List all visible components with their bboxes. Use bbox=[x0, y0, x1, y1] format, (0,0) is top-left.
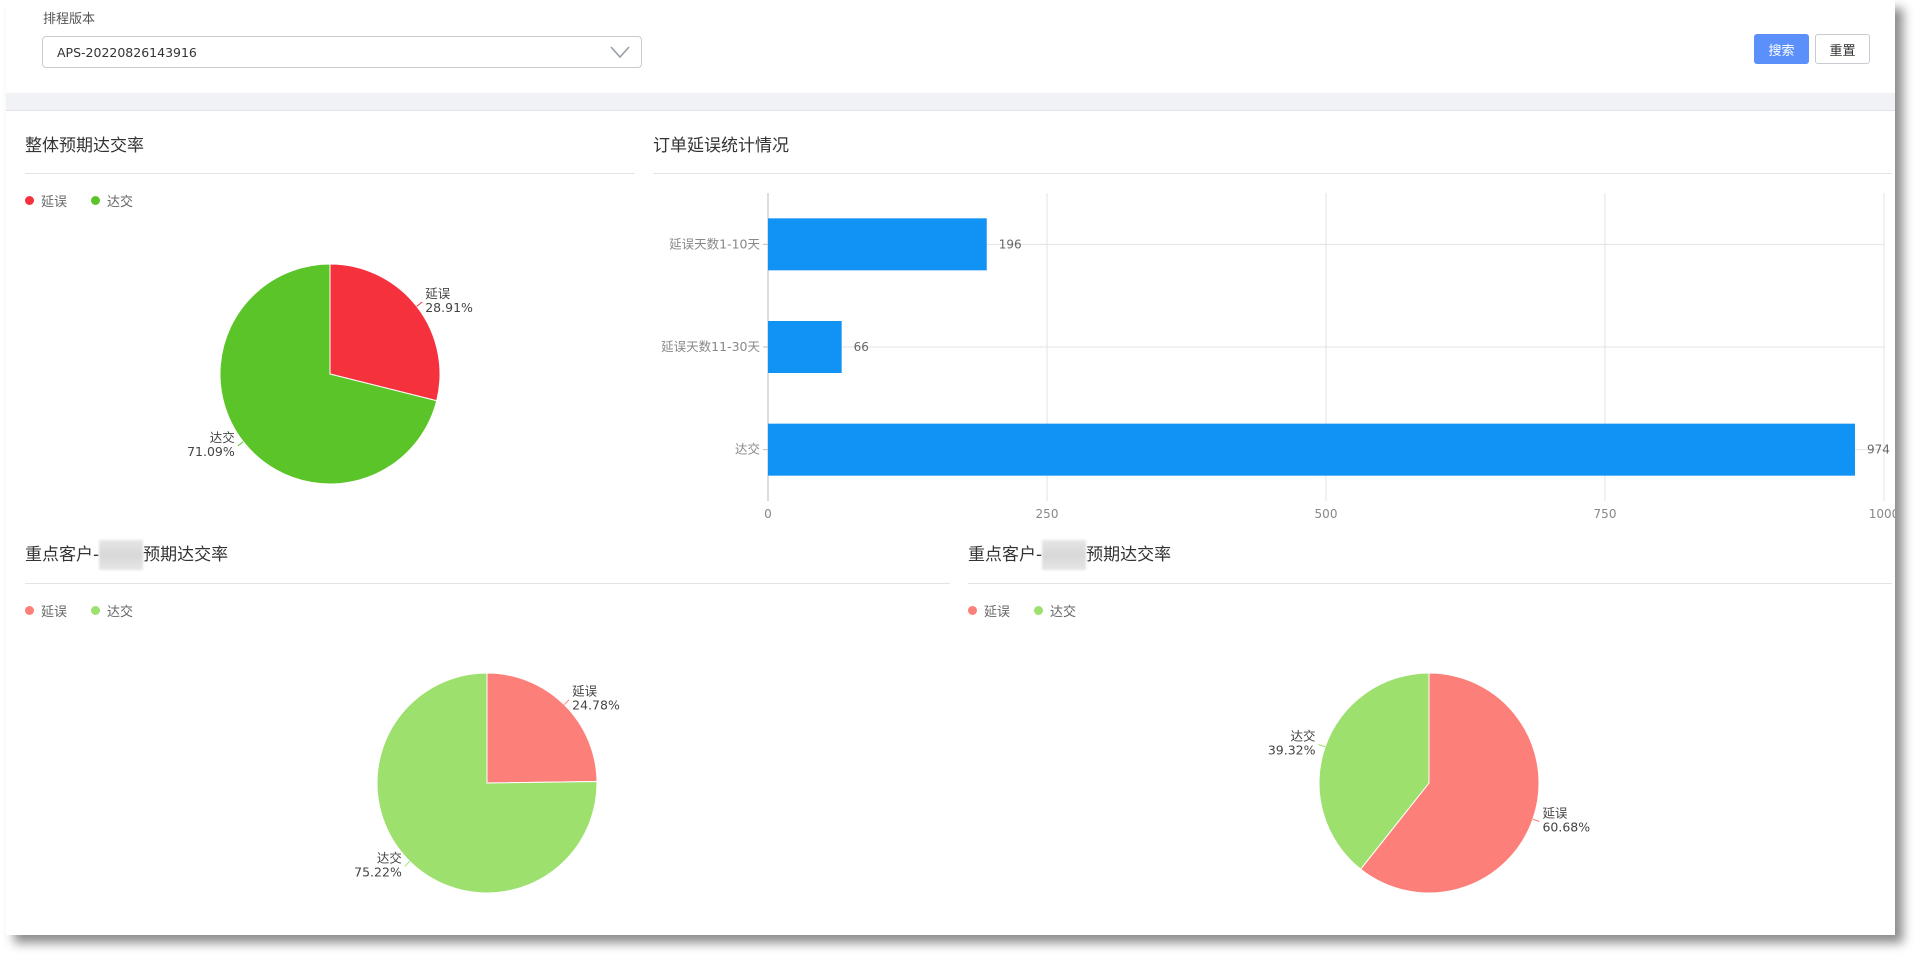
legend-item-delay[interactable]: 延误 bbox=[968, 601, 1010, 620]
legend: 延误 达交 bbox=[25, 601, 157, 620]
legend-label: 延误 bbox=[41, 195, 68, 210]
divider bbox=[25, 173, 635, 174]
legend-dot-icon bbox=[25, 606, 34, 615]
slice-percent: 60.68% bbox=[1542, 820, 1590, 835]
slice-label: 延误 bbox=[1542, 806, 1568, 821]
reset-button[interactable]: 重置 bbox=[1815, 34, 1870, 64]
legend-item-ontime[interactable]: 达交 bbox=[1034, 601, 1076, 620]
version-label: 排程版本 bbox=[43, 12, 96, 27]
version-select[interactable]: APS-20220826143916 bbox=[42, 36, 642, 68]
x-tick-label: 1000 bbox=[1869, 507, 1895, 521]
title-prefix: 重点客户- bbox=[968, 545, 1043, 565]
bar bbox=[768, 218, 987, 271]
bar-value-label: 66 bbox=[854, 340, 869, 354]
divider bbox=[968, 583, 1892, 584]
label-leader-line bbox=[416, 301, 423, 307]
pie-slice bbox=[376, 672, 598, 894]
bar-value-label: 196 bbox=[999, 237, 1022, 251]
overall-rate-title: 整体预期达交率 bbox=[25, 136, 144, 156]
title-suffix: 预期达交率 bbox=[1086, 545, 1172, 565]
customer-a-rate-title: 重点客户- 预期达交率 bbox=[25, 540, 228, 570]
bar bbox=[768, 423, 1855, 476]
section-separator bbox=[6, 93, 1895, 111]
x-tick-label: 0 bbox=[764, 507, 772, 521]
label-leader-line bbox=[563, 699, 570, 706]
label-leader-line bbox=[404, 860, 411, 867]
slice-label: 达交 bbox=[1291, 728, 1316, 743]
legend-label: 延误 bbox=[41, 605, 68, 620]
slice-label: 延误 bbox=[425, 286, 451, 301]
redacted-customer-name bbox=[99, 540, 144, 570]
slice-percent: 24.78% bbox=[572, 698, 620, 713]
legend-dot-icon bbox=[1034, 606, 1044, 615]
pie-slice bbox=[219, 263, 438, 485]
label-leader-line bbox=[1318, 744, 1326, 748]
y-tick-label: 延误天数11-30天 bbox=[661, 339, 760, 354]
legend: 延误 达交 bbox=[968, 601, 1100, 620]
legend-label: 达交 bbox=[1050, 605, 1077, 620]
chevron-down-icon bbox=[610, 46, 630, 59]
legend-label: 达交 bbox=[107, 195, 134, 210]
legend-dot-icon bbox=[91, 196, 101, 205]
divider bbox=[25, 583, 950, 584]
label-leader-line bbox=[237, 441, 244, 447]
dashboard-page: 排程版本 APS-20220826143916 搜索 重置 整体预期达交率 延误… bbox=[6, 0, 1895, 935]
title-prefix: 重点客户- bbox=[25, 545, 100, 565]
slice-percent: 75.22% bbox=[354, 864, 402, 879]
version-select-value: APS-20220826143916 bbox=[57, 45, 197, 60]
legend-dot-icon bbox=[25, 196, 34, 205]
y-tick-label: 延误天数1-10天 bbox=[669, 236, 760, 251]
slice-percent: 28.91% bbox=[425, 300, 473, 315]
legend-item-delay[interactable]: 延误 bbox=[25, 601, 67, 620]
legend-dot-icon bbox=[968, 606, 977, 615]
x-tick-label: 250 bbox=[1036, 507, 1059, 521]
legend-item-ontime[interactable]: 达交 bbox=[91, 191, 133, 210]
title-suffix: 预期达交率 bbox=[143, 545, 229, 565]
slice-label: 达交 bbox=[377, 850, 402, 865]
pie-slice bbox=[1318, 672, 1430, 870]
bar-value-label: 974 bbox=[1867, 443, 1890, 457]
legend-item-ontime[interactable]: 达交 bbox=[91, 601, 133, 620]
customer-b-rate-title: 重点客户- 预期达交率 bbox=[968, 540, 1171, 570]
delay-bar-chart: 0 250 500 750 1000 延误天数1-10天 196 延误天数11-30天 66 达交… bbox=[661, 193, 1895, 521]
redacted-customer-name bbox=[1042, 540, 1087, 570]
slice-percent: 39.32% bbox=[1268, 742, 1316, 757]
legend-item-delay[interactable]: 延误 bbox=[25, 191, 67, 210]
legend-label: 达交 bbox=[107, 605, 134, 620]
x-tick-label: 750 bbox=[1594, 507, 1617, 521]
x-tick-label: 500 bbox=[1315, 507, 1338, 521]
delay-stats-title: 订单延误统计情况 bbox=[653, 136, 789, 156]
label-leader-line bbox=[1532, 818, 1540, 822]
slice-label: 延误 bbox=[572, 684, 598, 699]
search-button[interactable]: 搜索 bbox=[1754, 34, 1809, 64]
legend-label: 延误 bbox=[984, 605, 1011, 620]
y-tick-label: 达交 bbox=[735, 442, 760, 457]
divider bbox=[653, 173, 1892, 174]
slice-label: 达交 bbox=[210, 430, 235, 445]
legend: 延误 达交 bbox=[25, 191, 157, 210]
legend-dot-icon bbox=[91, 606, 101, 615]
pie-slice bbox=[329, 263, 441, 402]
slice-percent: 71.09% bbox=[187, 444, 235, 459]
bar bbox=[768, 321, 842, 373]
